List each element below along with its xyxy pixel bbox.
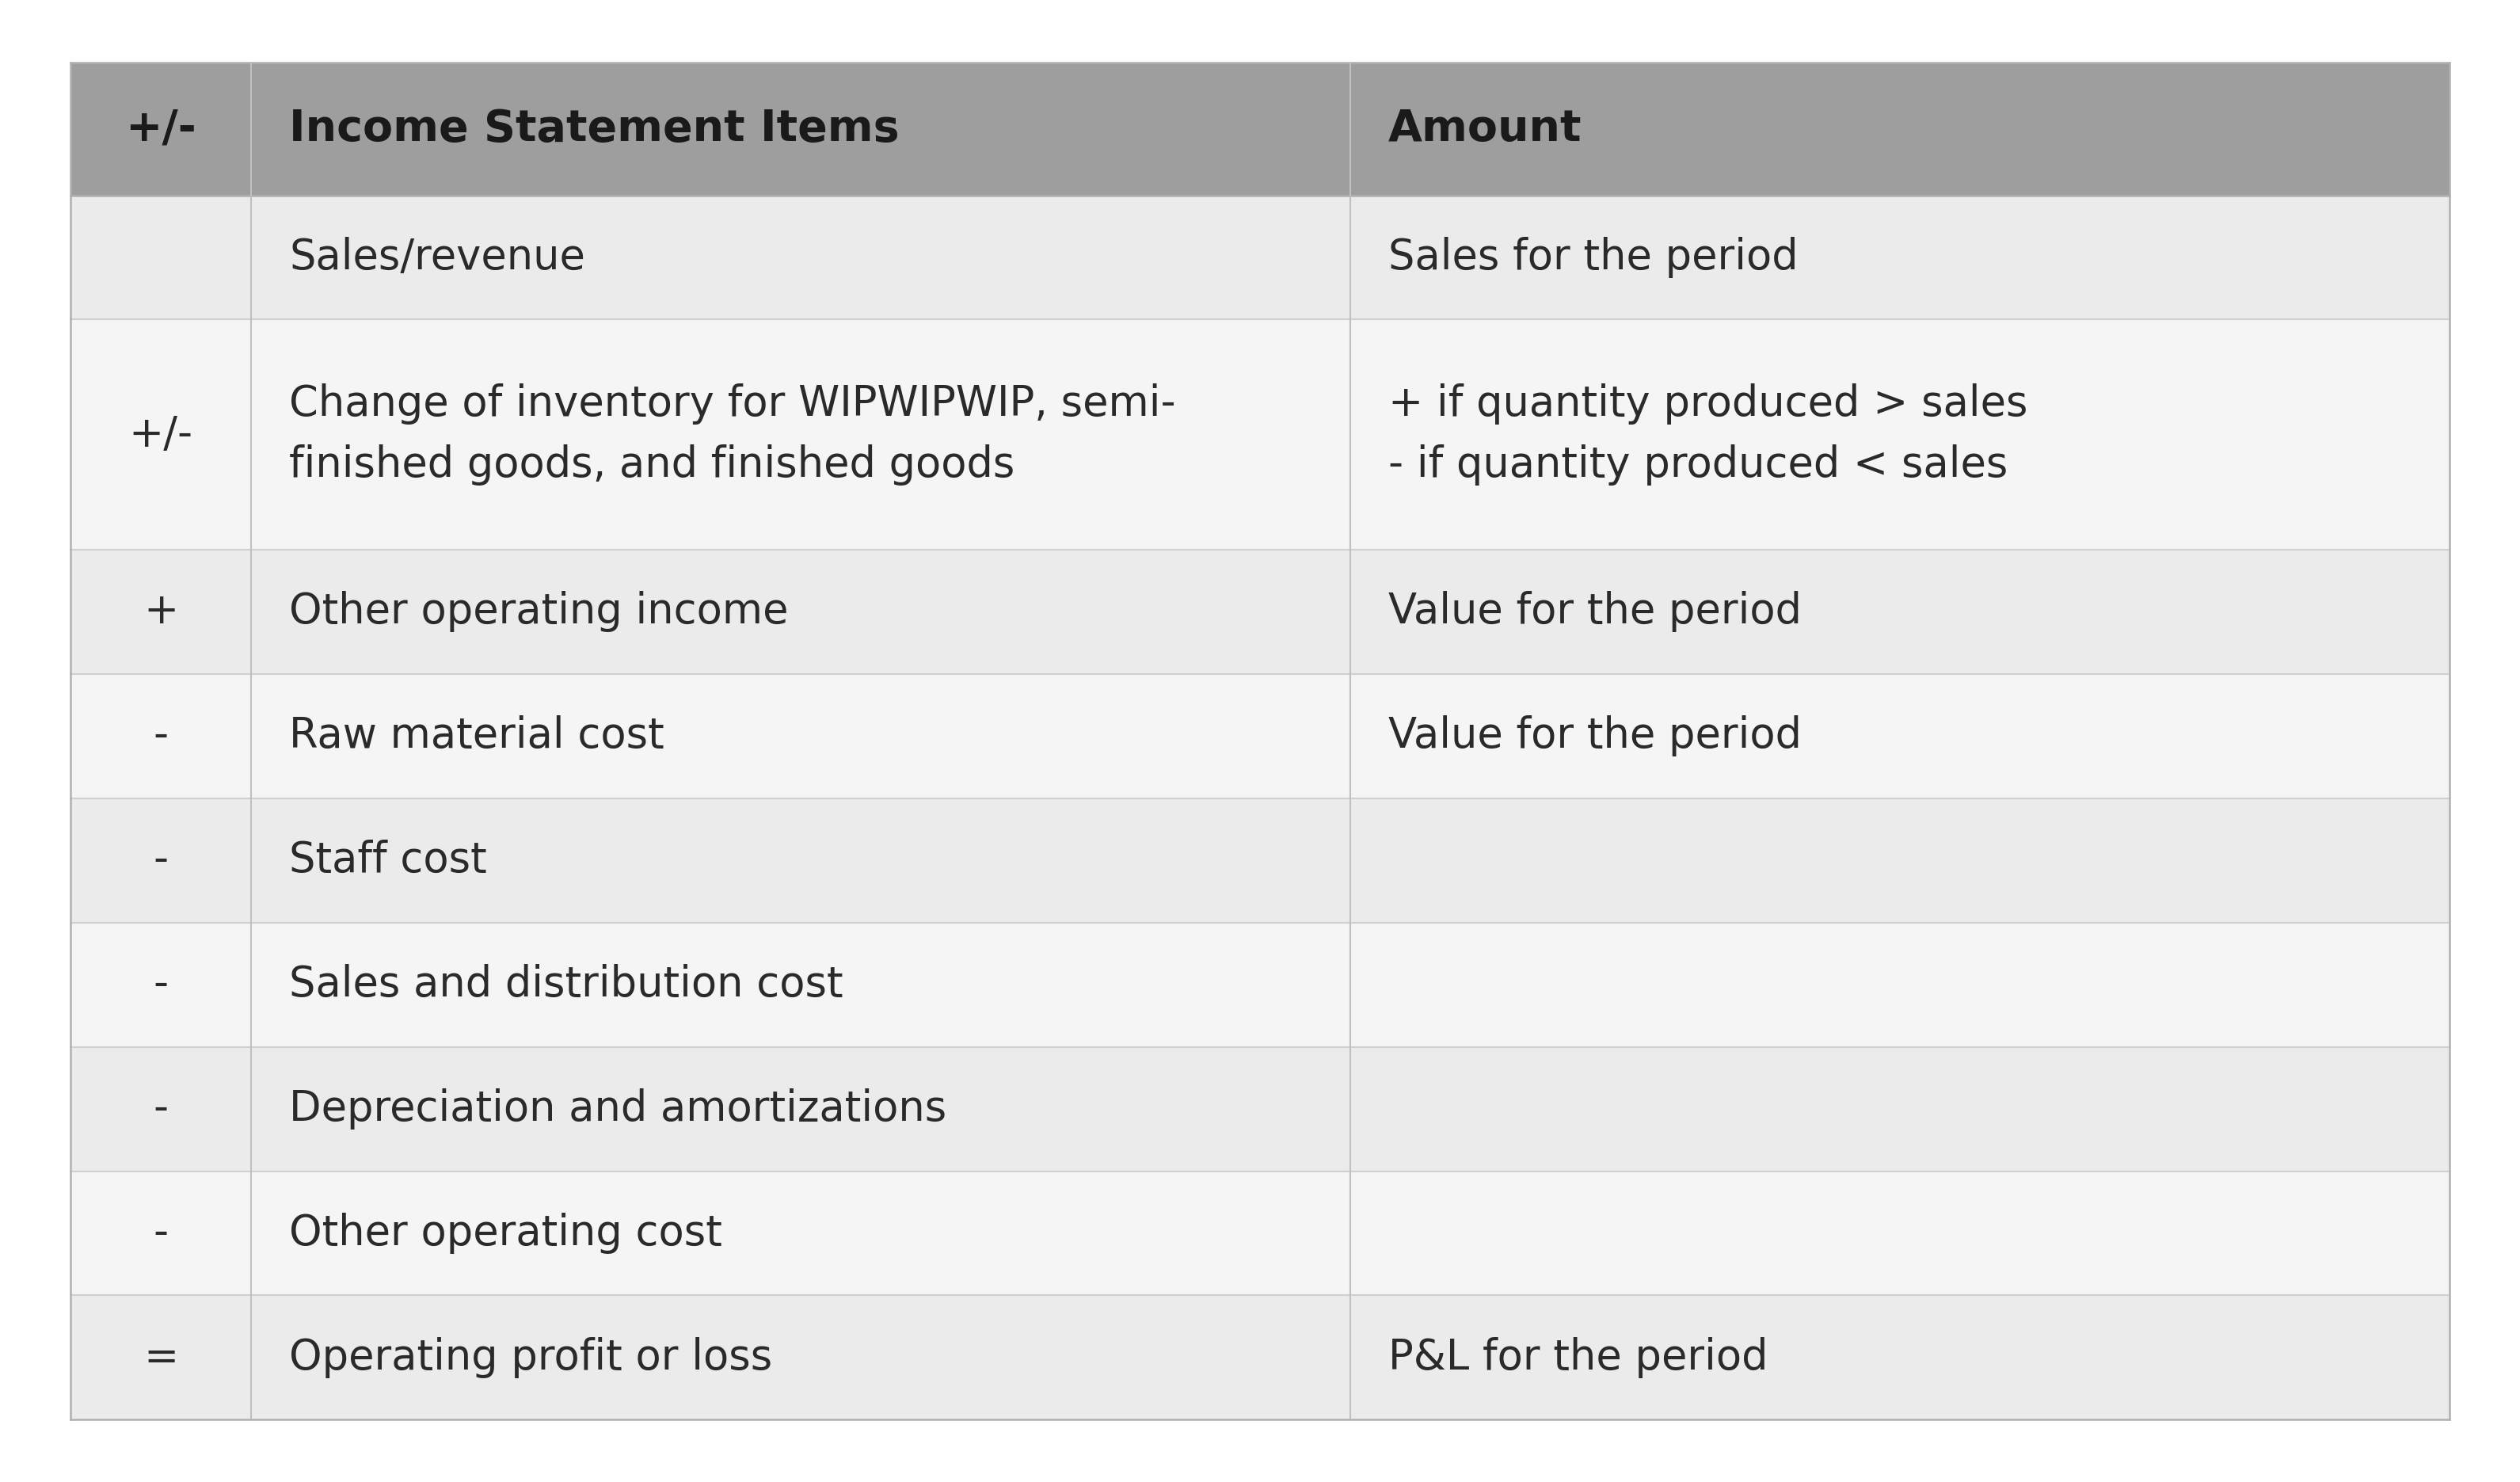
Bar: [71, 1171, 252, 1295]
Bar: [1351, 799, 2449, 922]
Text: Value for the period: Value for the period: [1389, 591, 1802, 633]
Bar: [71, 196, 252, 320]
Text: Depreciation and amortizations: Depreciation and amortizations: [290, 1088, 948, 1129]
Text: Sales/revenue: Sales/revenue: [290, 237, 585, 279]
Bar: [1351, 1295, 2449, 1420]
Text: +: +: [144, 591, 179, 633]
Text: -: -: [154, 840, 169, 880]
Text: Change of inventory for WIPWIPWIP, semi-
finished goods, and finished goods: Change of inventory for WIPWIPWIP, semi-…: [290, 384, 1177, 486]
Bar: [252, 922, 1351, 1046]
Text: -: -: [154, 965, 169, 1005]
Bar: [71, 922, 252, 1046]
Bar: [252, 1046, 1351, 1171]
Text: -: -: [154, 1088, 169, 1129]
Text: Sales for the period: Sales for the period: [1389, 237, 1799, 279]
Bar: [71, 320, 252, 550]
Bar: [1351, 1046, 2449, 1171]
Bar: [1351, 1171, 2449, 1295]
Bar: [1351, 674, 2449, 799]
Bar: [71, 1046, 252, 1171]
Bar: [71, 62, 252, 196]
Text: -: -: [154, 1212, 169, 1254]
Bar: [252, 196, 1351, 320]
Bar: [252, 550, 1351, 674]
Bar: [1351, 922, 2449, 1046]
Bar: [71, 1295, 252, 1420]
Text: Sales and distribution cost: Sales and distribution cost: [290, 965, 844, 1005]
Text: Amount: Amount: [1389, 107, 1583, 150]
Bar: [252, 1171, 1351, 1295]
Bar: [71, 674, 252, 799]
Bar: [71, 550, 252, 674]
Bar: [252, 799, 1351, 922]
Bar: [252, 320, 1351, 550]
Text: Operating profit or loss: Operating profit or loss: [290, 1337, 774, 1378]
Text: Other operating income: Other operating income: [290, 591, 789, 633]
Text: P&L for the period: P&L for the period: [1389, 1337, 1769, 1378]
Bar: [252, 674, 1351, 799]
Text: +/-: +/-: [129, 413, 194, 455]
Bar: [1351, 62, 2449, 196]
Text: +/-: +/-: [126, 107, 197, 150]
Bar: [1351, 320, 2449, 550]
Text: Staff cost: Staff cost: [290, 840, 486, 880]
Bar: [71, 799, 252, 922]
Bar: [252, 1295, 1351, 1420]
Text: + if quantity produced > sales
- if quantity produced < sales: + if quantity produced > sales - if quan…: [1389, 384, 2029, 486]
Text: -: -: [154, 716, 169, 757]
Text: Income Statement Items: Income Statement Items: [290, 107, 900, 150]
Text: =: =: [144, 1337, 179, 1378]
Bar: [1351, 196, 2449, 320]
Text: Raw material cost: Raw material cost: [290, 716, 665, 757]
Bar: [1351, 550, 2449, 674]
Text: Other operating cost: Other operating cost: [290, 1212, 723, 1254]
Bar: [252, 62, 1351, 196]
Text: Value for the period: Value for the period: [1389, 716, 1802, 757]
